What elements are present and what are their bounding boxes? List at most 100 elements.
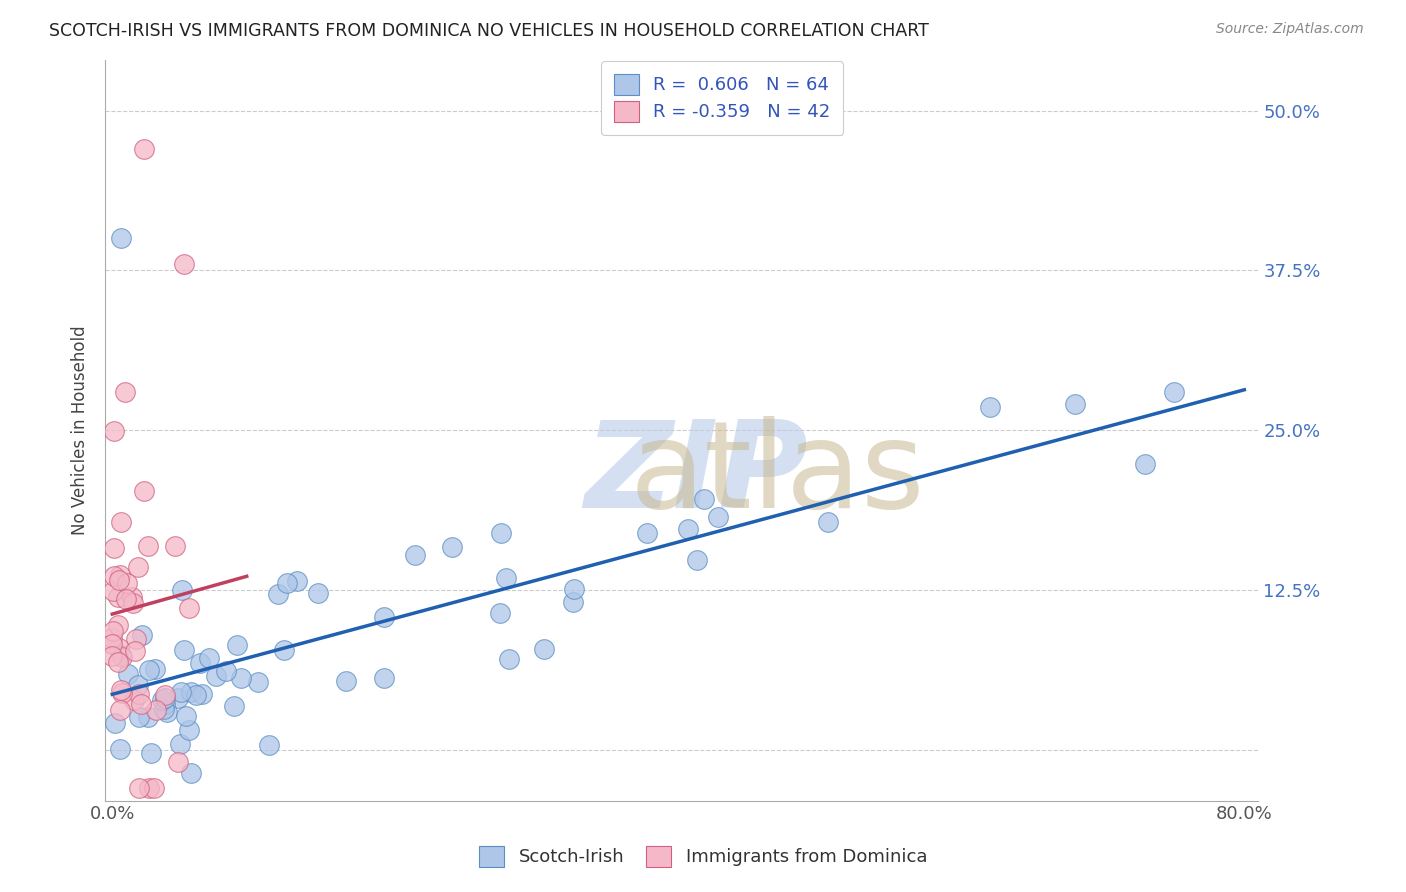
Point — [177, 723, 200, 737]
Point — [138, 780, 160, 795]
Point — [142, 780, 165, 795]
Point — [124, 644, 146, 658]
Point — [498, 652, 520, 666]
Point — [132, 484, 155, 499]
Point — [155, 706, 177, 720]
Point — [104, 716, 127, 731]
Point — [188, 656, 211, 670]
Point — [180, 685, 202, 699]
Point — [114, 384, 136, 399]
Point — [335, 674, 357, 689]
Point — [307, 586, 329, 600]
Point — [101, 648, 124, 663]
Legend: R =  0.606   N = 64, R = -0.359   N = 42: R = 0.606 N = 64, R = -0.359 N = 42 — [602, 62, 844, 135]
Point — [173, 257, 195, 271]
Point — [495, 571, 517, 585]
Point — [111, 686, 134, 700]
Text: Source: ZipAtlas.com: Source: ZipAtlas.com — [1216, 22, 1364, 37]
Point — [440, 541, 463, 555]
Point — [373, 609, 395, 624]
Point — [215, 664, 238, 678]
Point — [267, 587, 290, 601]
Point — [110, 683, 132, 698]
Point — [1163, 384, 1185, 399]
Point — [101, 624, 124, 638]
Point — [128, 709, 150, 723]
Point — [707, 509, 730, 524]
Point — [205, 669, 228, 683]
Point — [111, 650, 134, 665]
Point — [153, 698, 176, 712]
Point — [122, 693, 145, 707]
Point — [107, 655, 129, 669]
Point — [107, 617, 129, 632]
Point — [110, 648, 132, 663]
Point — [128, 687, 150, 701]
Point — [115, 592, 138, 607]
Point — [180, 766, 202, 780]
Point — [686, 553, 709, 567]
Point — [155, 689, 177, 703]
Point — [169, 684, 191, 698]
Point — [103, 541, 125, 555]
Point — [110, 231, 132, 245]
Point — [177, 601, 200, 615]
Point — [491, 526, 513, 541]
Point — [103, 425, 125, 439]
Text: atlas: atlas — [630, 416, 925, 533]
Point — [101, 637, 124, 651]
Point — [276, 576, 298, 591]
Point — [138, 663, 160, 677]
Point — [103, 568, 125, 582]
Point — [186, 688, 208, 702]
Point — [136, 710, 159, 724]
Point — [169, 737, 191, 751]
Point — [173, 643, 195, 657]
Text: ZIP: ZIP — [583, 416, 807, 533]
Point — [117, 666, 139, 681]
Point — [273, 642, 295, 657]
Point — [229, 671, 252, 685]
Point — [562, 582, 585, 596]
Point — [110, 515, 132, 529]
Point — [226, 638, 249, 652]
Legend: Scotch-Irish, Immigrants from Dominica: Scotch-Irish, Immigrants from Dominica — [471, 838, 935, 874]
Point — [122, 596, 145, 610]
Point — [101, 583, 124, 598]
Point — [128, 780, 150, 795]
Point — [121, 591, 143, 605]
Point — [246, 675, 269, 690]
Point — [139, 746, 162, 760]
Point — [489, 606, 512, 620]
Point — [1063, 397, 1085, 411]
Point — [678, 522, 700, 536]
Point — [108, 568, 131, 582]
Point — [693, 491, 716, 506]
Text: SCOTCH-IRISH VS IMMIGRANTS FROM DOMINICA NO VEHICLES IN HOUSEHOLD CORRELATION CH: SCOTCH-IRISH VS IMMIGRANTS FROM DOMINICA… — [49, 22, 929, 40]
Point — [170, 582, 193, 597]
Point — [145, 703, 167, 717]
Point — [222, 698, 245, 713]
Point — [285, 574, 308, 589]
Point — [979, 400, 1001, 414]
Point — [197, 651, 219, 665]
Point — [562, 594, 585, 608]
Y-axis label: No Vehicles in Household: No Vehicles in Household — [72, 326, 89, 535]
Point — [165, 539, 187, 553]
Point — [191, 687, 214, 701]
Point — [127, 678, 149, 692]
Point — [131, 697, 153, 711]
Point — [174, 709, 197, 723]
Point — [107, 640, 129, 655]
Point — [101, 631, 124, 645]
Point — [134, 142, 156, 156]
Point — [817, 516, 839, 530]
Point — [136, 539, 159, 553]
Point — [108, 573, 131, 587]
Point — [404, 549, 426, 563]
Point — [259, 738, 281, 752]
Point — [127, 560, 149, 574]
Point — [131, 628, 153, 642]
Point — [125, 632, 148, 647]
Point — [107, 590, 129, 604]
